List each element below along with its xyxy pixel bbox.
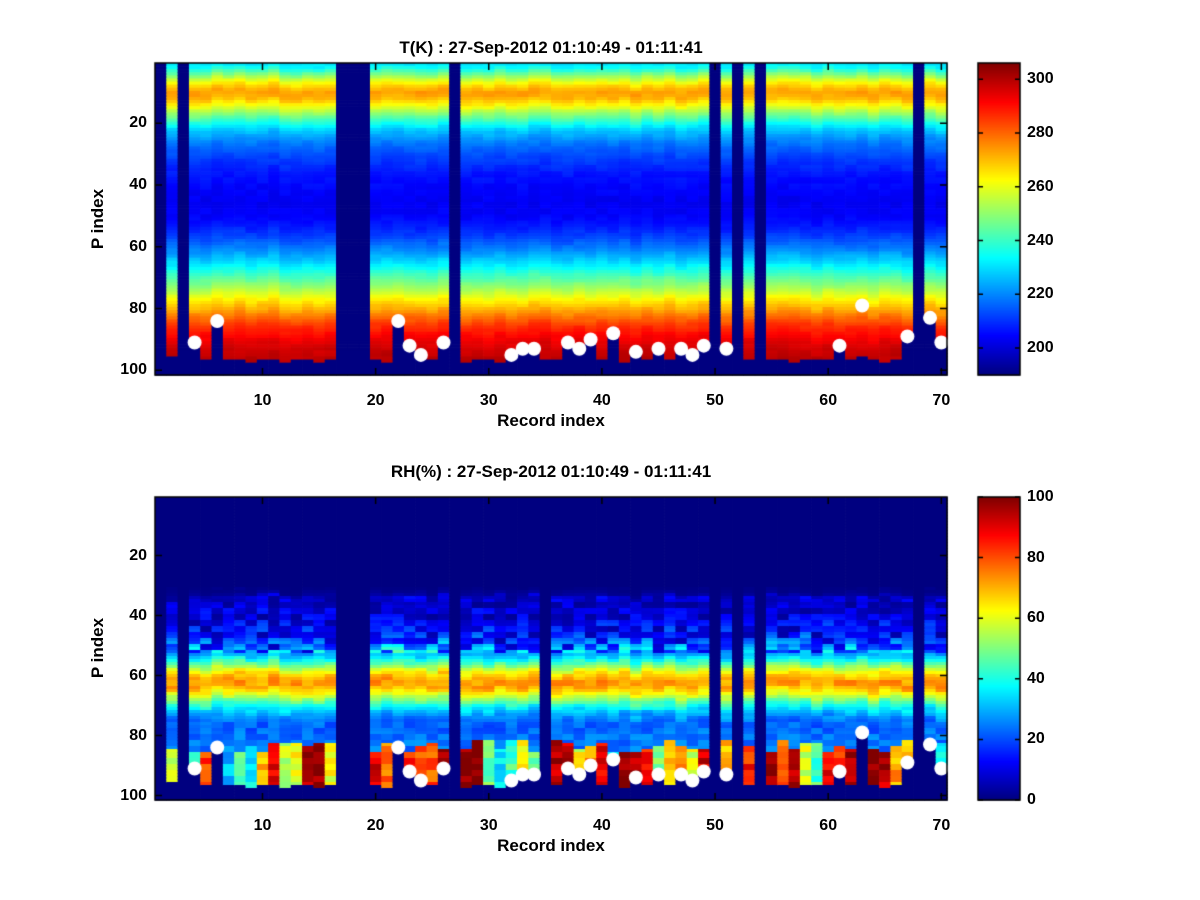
colorbar-tick-label: 240 xyxy=(1027,231,1054,249)
colorbar-tick-label: 100 xyxy=(1027,488,1054,505)
x-tick-label: 50 xyxy=(706,392,724,409)
y-tick-label: 80 xyxy=(129,299,147,317)
colorbar-tick-label: 220 xyxy=(1027,285,1054,303)
x-tick-label: 40 xyxy=(593,817,611,834)
y-tick-label: 20 xyxy=(129,546,147,564)
y-tick-label: 20 xyxy=(129,114,147,132)
x-tick-label: 60 xyxy=(819,817,838,834)
plot-title-humidity: RH(%) : 27-Sep-2012 01:10:49 - 01:11:41 xyxy=(390,462,712,481)
x-axis-label-top: Record index xyxy=(497,411,605,430)
y-tick-label: 100 xyxy=(120,786,147,804)
colorbar-tick-label: 300 xyxy=(1027,70,1054,88)
y-tick-label: 40 xyxy=(129,606,147,624)
x-tick-label: 60 xyxy=(819,392,838,409)
y-tick-label: 60 xyxy=(129,237,147,255)
y-tick-label: 40 xyxy=(129,176,147,194)
x-tick-label: 70 xyxy=(932,392,951,409)
y-tick-label: 60 xyxy=(129,666,147,684)
x-tick-label: 10 xyxy=(253,392,272,409)
colorbar-tick-label: 280 xyxy=(1027,123,1054,141)
colorbar-tick-label: 260 xyxy=(1027,177,1054,195)
x-tick-label: 30 xyxy=(479,392,498,409)
x-tick-label: 20 xyxy=(366,817,385,834)
x-axis-label-bottom: Record index xyxy=(497,836,605,855)
y-tick-label: 80 xyxy=(129,726,147,744)
colorbar-tick-label: 40 xyxy=(1027,669,1045,687)
colorbar-tick-label: 80 xyxy=(1027,548,1045,566)
x-tick-label: 20 xyxy=(366,392,385,409)
x-tick-label: 30 xyxy=(479,817,498,834)
x-tick-label: 10 xyxy=(253,817,272,834)
y-tick-label: 100 xyxy=(120,361,147,379)
colorbar-tick-label: 60 xyxy=(1027,609,1045,627)
x-tick-label: 70 xyxy=(932,817,951,834)
colorbar-tick-label: 0 xyxy=(1027,791,1036,808)
x-tick-label: 50 xyxy=(706,817,724,834)
colorbar-tick-label: 20 xyxy=(1027,730,1045,748)
plot-title-temperature: T(K) : 27-Sep-2012 01:10:49 - 01:11:41 xyxy=(399,38,703,57)
colorbar-tick-label: 200 xyxy=(1027,339,1054,357)
x-tick-label: 40 xyxy=(593,392,611,409)
